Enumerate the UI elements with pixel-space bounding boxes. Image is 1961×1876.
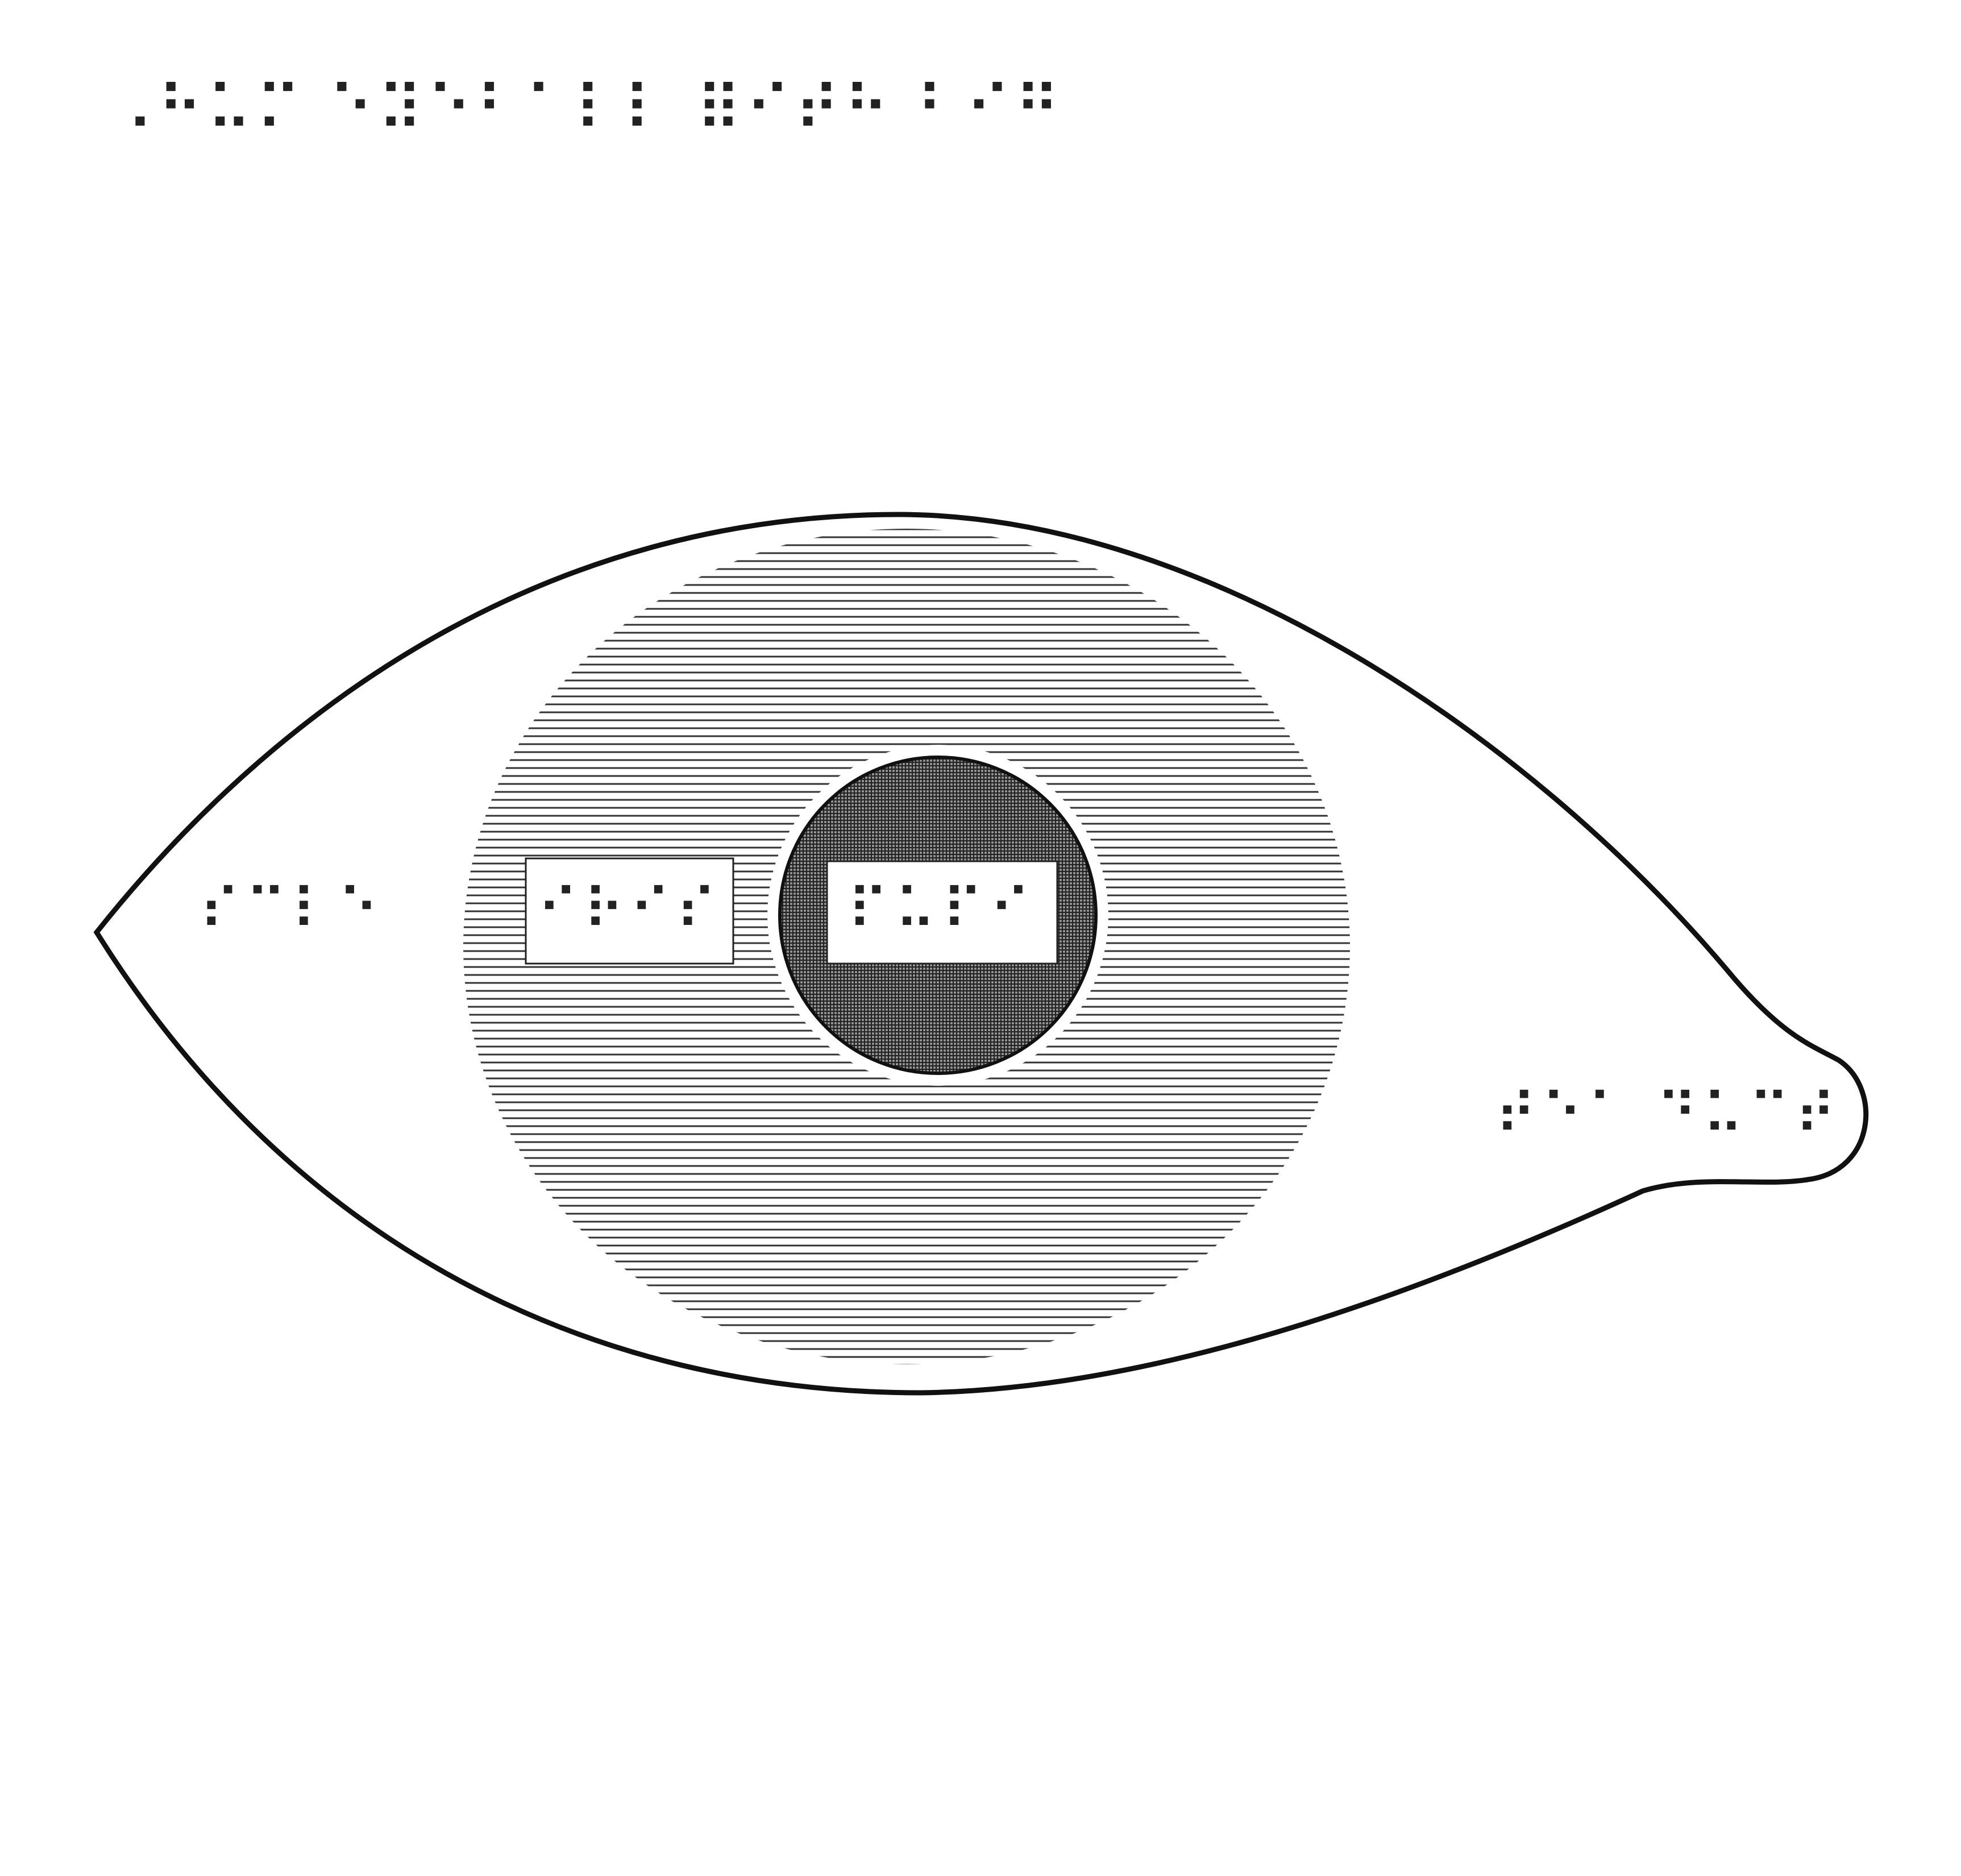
iris-label-braille: ⠊⠗⠊⠎ — [537, 877, 722, 943]
title-braille: ⠠⠓⠥⠍ ⠑⠽⠑⠃⠁⠇⠇ ⠿⠊⠞⠓ ⠃⠊⠛ — [108, 73, 1063, 146]
iris-label: ⠊⠗⠊⠎ — [525, 857, 734, 965]
sclera-label-braille: ⠎⠉⠇⠑ — [199, 877, 384, 943]
tear-duct-label: ⠞⠑⠁ ⠙⠥⠉⠞ — [1495, 1081, 1840, 1148]
iris-label-box — [525, 857, 734, 965]
title-braille-text: ⠠⠓⠥⠍ ⠑⠽⠑⠃⠁⠇⠇ ⠿⠊⠞⠓ ⠃⠊⠛ — [108, 73, 1063, 146]
sclera-label: ⠎⠉⠇⠑ — [199, 877, 384, 943]
pupil-label-box — [826, 860, 1058, 965]
pupil-label: ⠏⠥⠏⠊ — [826, 860, 1058, 965]
pupil-label-braille: ⠏⠥⠏⠊ — [847, 877, 1037, 943]
tear-duct-label-braille: ⠞⠑⠁ ⠙⠥⠉⠞ — [1495, 1081, 1840, 1148]
